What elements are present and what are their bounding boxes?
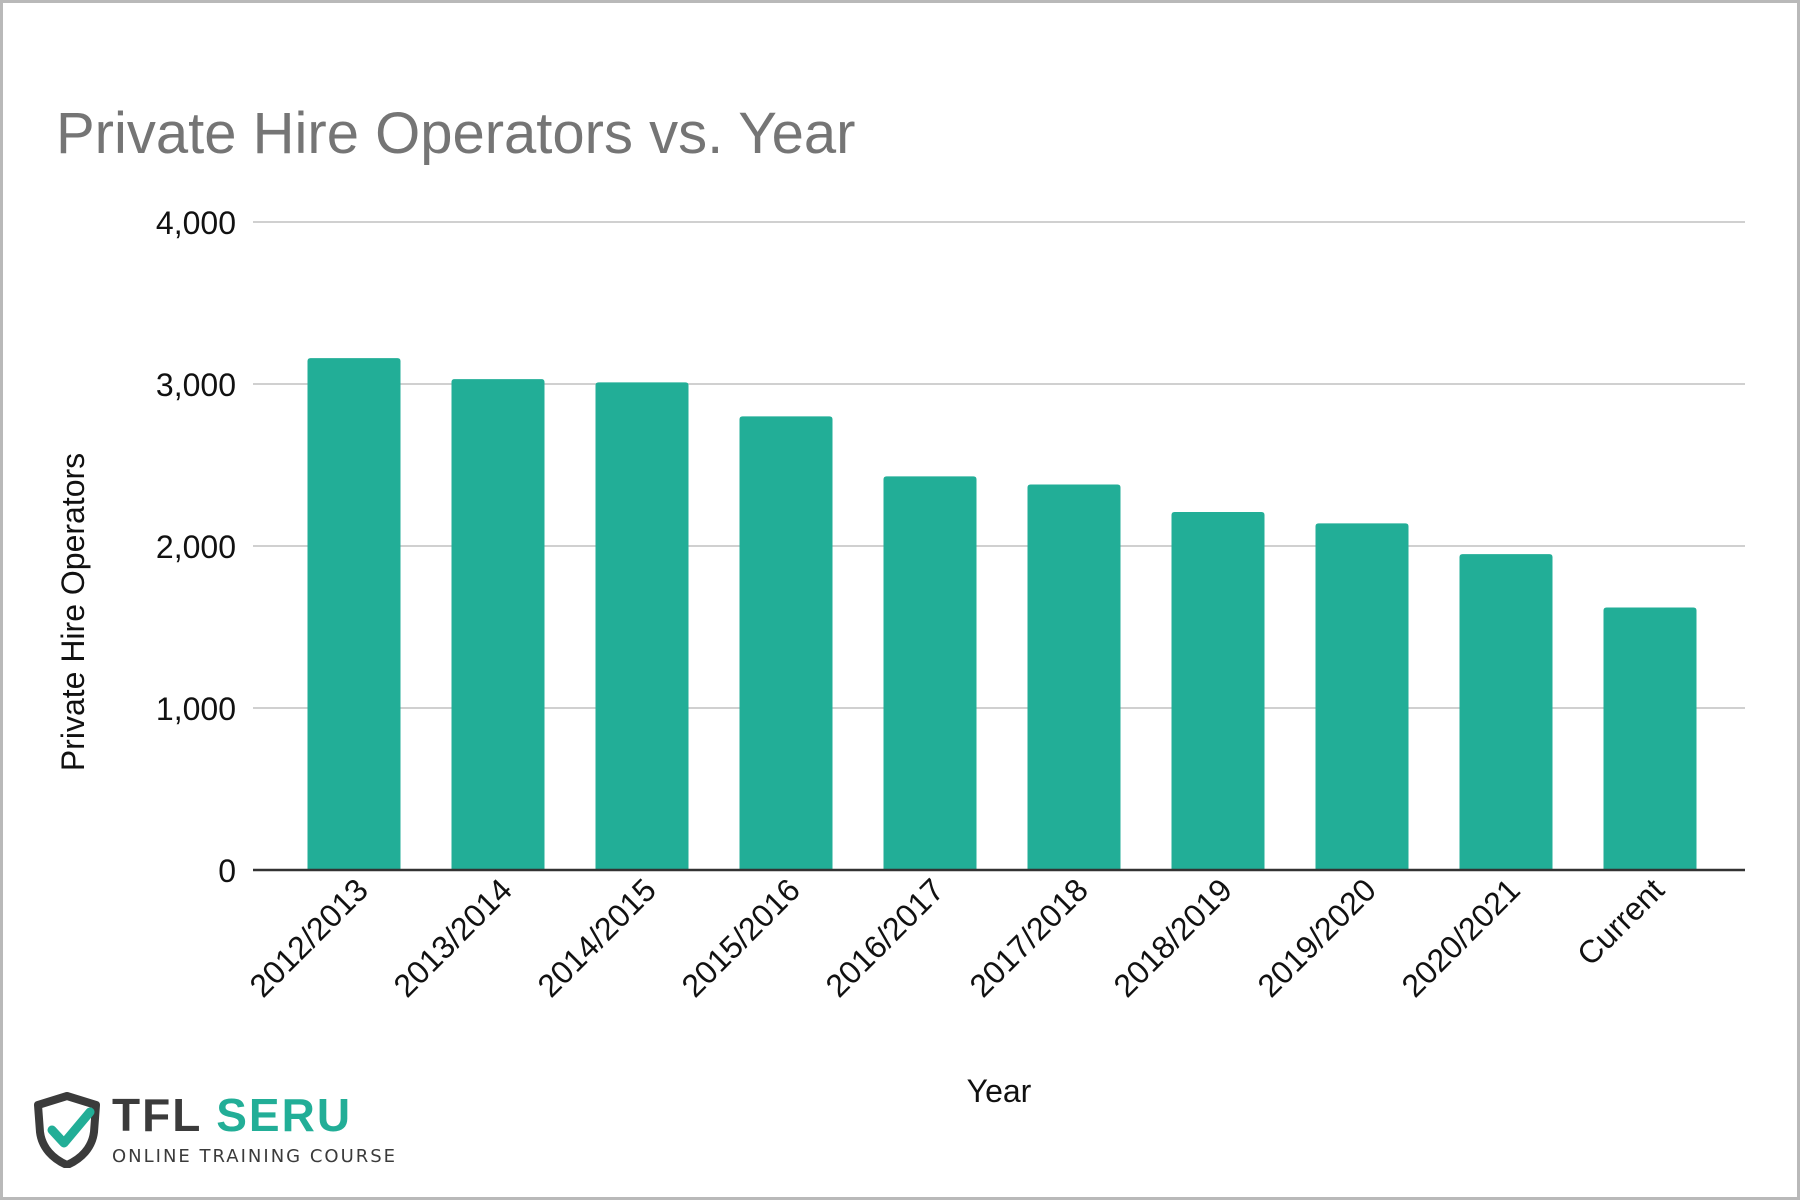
x-tick-label: 2016/2017 bbox=[819, 871, 951, 1003]
x-tick-label: Current bbox=[1570, 871, 1671, 972]
y-tick-label: 0 bbox=[218, 853, 236, 889]
y-tick-label: 1,000 bbox=[156, 691, 236, 727]
shield-check-icon bbox=[34, 1092, 100, 1169]
x-tick-label: 2019/2020 bbox=[1251, 871, 1383, 1003]
bars bbox=[307, 358, 1697, 870]
y-tick-label: 4,000 bbox=[156, 205, 236, 241]
logo-brand-tfl: TFL bbox=[112, 1089, 202, 1141]
bar bbox=[307, 358, 401, 870]
chart-title: Private Hire Operators vs. Year bbox=[56, 101, 856, 166]
bar bbox=[1603, 607, 1697, 870]
x-tick-label: 2014/2015 bbox=[531, 871, 663, 1003]
y-axis-ticks: 0 1,000 2,000 3,000 4,000 bbox=[156, 205, 236, 889]
logo-brand-seru: SERU bbox=[216, 1089, 353, 1141]
bar bbox=[1459, 554, 1553, 870]
y-tick-label: 2,000 bbox=[156, 529, 236, 565]
x-tick-label: 2013/2014 bbox=[387, 871, 519, 1003]
x-tick-label: 2020/2021 bbox=[1395, 871, 1527, 1003]
x-tick-label: 2018/2019 bbox=[1107, 871, 1239, 1003]
tfl-seru-logo: TFL SERU ONLINE TRAINING COURSE bbox=[32, 1089, 395, 1172]
x-axis-label: Year bbox=[967, 1073, 1032, 1109]
bar bbox=[1171, 511, 1265, 870]
x-tick-label: 2012/2013 bbox=[243, 871, 375, 1003]
logo-tagline: ONLINE TRAINING COURSE bbox=[112, 1146, 398, 1167]
bar bbox=[1027, 484, 1121, 870]
bar bbox=[1315, 523, 1409, 870]
bar bbox=[883, 476, 977, 870]
bar bbox=[595, 382, 689, 870]
y-tick-label: 3,000 bbox=[156, 367, 236, 403]
bar bbox=[451, 379, 545, 870]
y-axis-label: Private Hire Operators bbox=[55, 453, 91, 771]
x-axis-ticks: 2012/2013 2013/2014 2014/2015 2015/2016 2016… bbox=[243, 871, 1671, 1003]
x-tick-label: 2015/2016 bbox=[675, 871, 807, 1003]
bar bbox=[739, 416, 833, 870]
x-tick-label: 2017/2018 bbox=[963, 871, 1095, 1003]
